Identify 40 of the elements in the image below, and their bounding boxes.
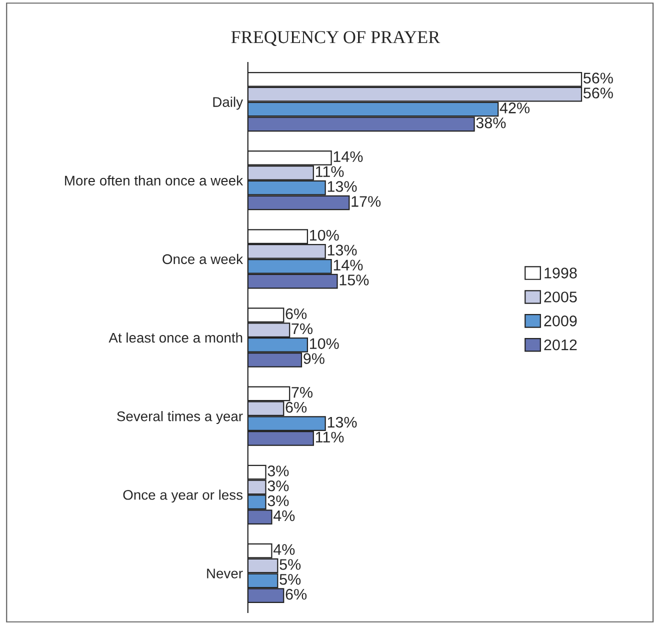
y-tick-label: Several times a year [117, 411, 243, 424]
data-label: 56% [584, 72, 613, 84]
data-label: 3% [268, 495, 289, 506]
data-label: 11% [316, 432, 344, 443]
data-label: 10% [310, 338, 339, 350]
y-tick-label: Never [207, 568, 243, 578]
data-label: 17% [352, 196, 381, 207]
y-tick-label: Once a week [162, 254, 244, 264]
chart-title: FREQUENCY OF PRAYER [231, 31, 440, 46]
legend-label: 2005 [544, 292, 577, 302]
data-label: 3% [268, 466, 289, 476]
y-tick-label: At least once a month [108, 332, 242, 343]
data-label: 15% [340, 274, 369, 286]
data-label: 5% [280, 574, 301, 585]
data-label: 10% [310, 230, 339, 241]
data-label: 9% [304, 353, 324, 364]
data-label: 7% [292, 323, 313, 334]
data-label: 5% [280, 559, 301, 570]
data-label: 3% [268, 480, 289, 492]
data-label: 38% [476, 117, 506, 128]
legend-label: 1998 [544, 268, 577, 278]
data-label: 4% [273, 510, 295, 522]
y-tick-label: Daily [213, 96, 243, 110]
y-tick-label: More often than once a week [65, 175, 244, 186]
data-label: 6% [286, 588, 307, 600]
data-label: 13% [328, 416, 357, 428]
data-label: 6% [286, 402, 307, 413]
data-label: 14% [334, 260, 363, 270]
y-tick-label: Once a year or less [123, 490, 243, 503]
data-label: 13% [328, 244, 357, 256]
data-label: 14% [334, 151, 363, 162]
data-label: 4% [273, 544, 295, 555]
data-label: 11% [316, 166, 344, 177]
data-label: 13% [328, 181, 357, 192]
data-label: 56% [584, 88, 613, 98]
data-label: 7% [292, 387, 313, 398]
legend-label: 2009 [544, 316, 577, 326]
data-label: 6% [286, 308, 307, 320]
legend-label: 2012 [544, 339, 577, 350]
data-label: 42% [500, 102, 530, 114]
